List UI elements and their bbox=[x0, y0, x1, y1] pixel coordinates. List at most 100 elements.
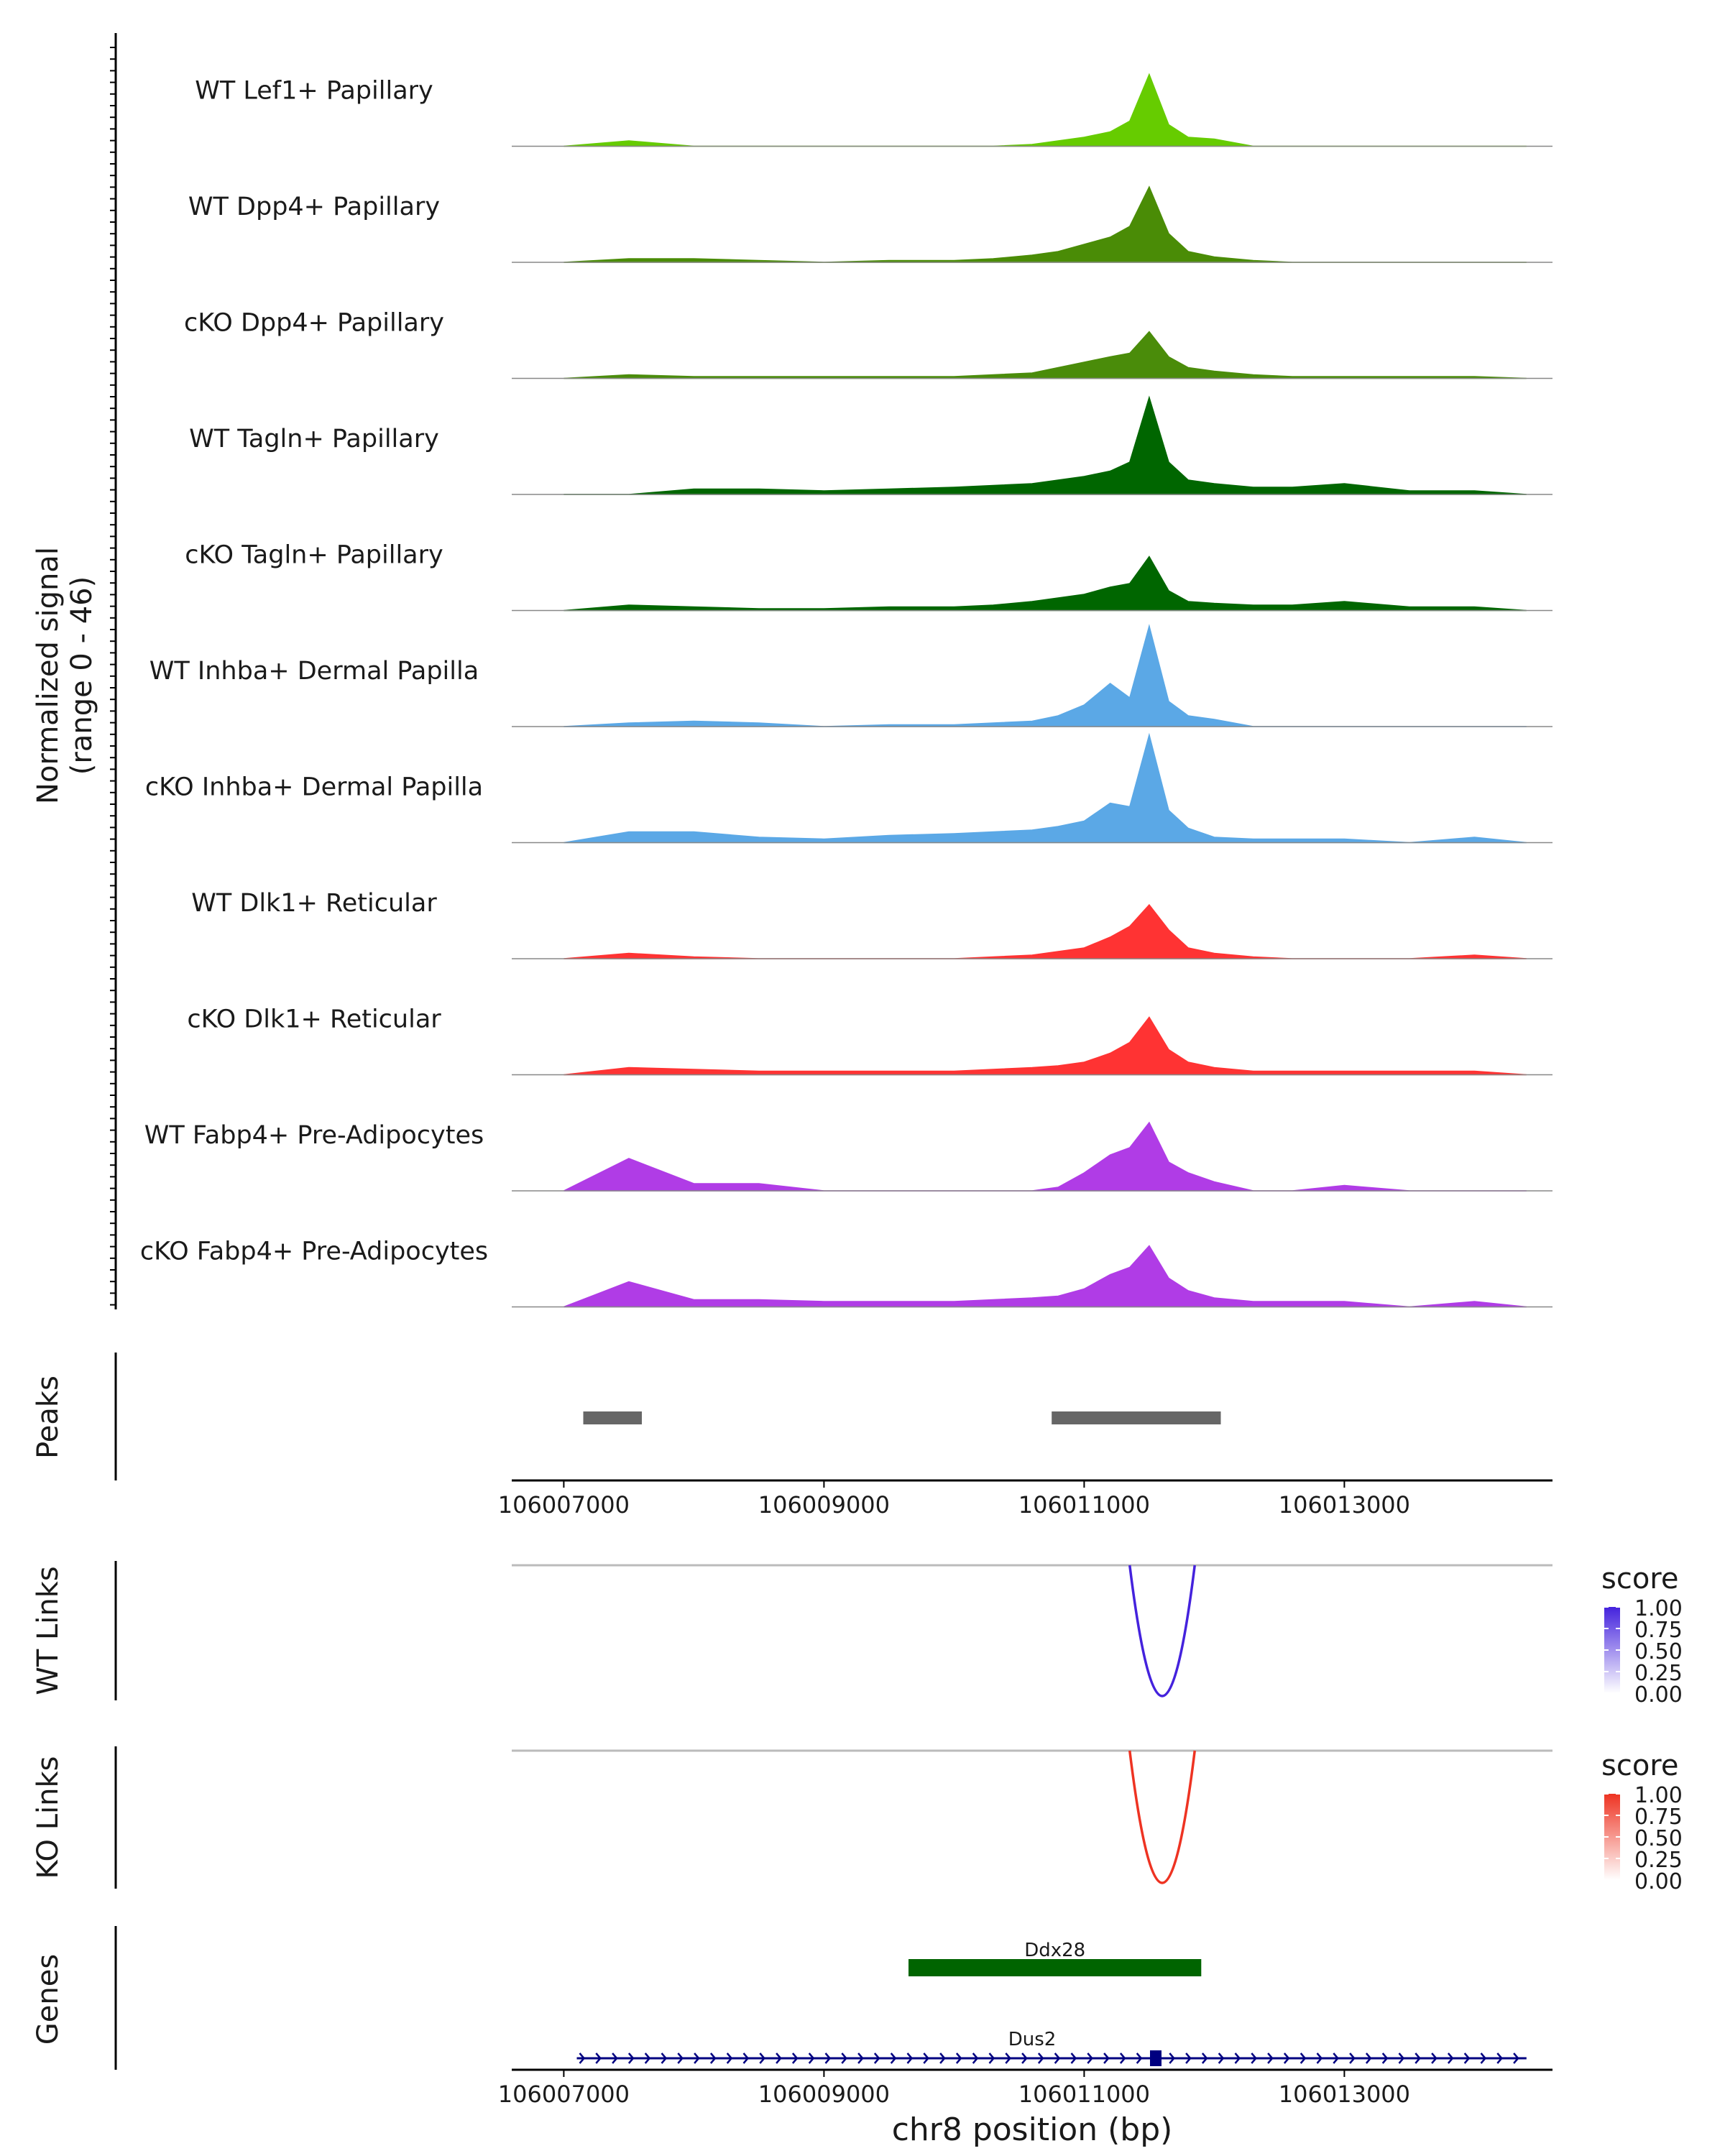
coverage-track: WT Inhba+ Dermal Papilla bbox=[150, 624, 1552, 727]
track-label: WT Fabp4+ Pre-Adipocytes bbox=[144, 1121, 484, 1150]
legend-tick-label: 1.00 bbox=[1634, 1783, 1683, 1808]
coverage-area bbox=[564, 185, 1527, 263]
strand-arrow bbox=[972, 2053, 979, 2064]
strand-arrow bbox=[857, 2053, 864, 2064]
track-label: WT Tagln+ Papillary bbox=[189, 425, 439, 453]
x-tick-label: 106007000 bbox=[498, 1491, 630, 1519]
coverage-y-title-line1: Normalized signal bbox=[32, 547, 65, 804]
strand-arrow bbox=[1037, 2053, 1044, 2064]
strand-arrow bbox=[939, 2053, 946, 2064]
coverage-track: cKO Dpp4+ Papillary bbox=[184, 309, 1552, 379]
coverage-y-title-line2: (range 0 - 46) bbox=[65, 576, 98, 775]
x-tick-label: 106011000 bbox=[1018, 1491, 1150, 1519]
x-tick-label: 106007000 bbox=[498, 2081, 630, 2108]
legend-tick-label: 1.00 bbox=[1634, 1596, 1683, 1621]
peaks-x-ticks: 106007000 106009000 106011000 106013000 bbox=[498, 1480, 1410, 1519]
strand-arrow bbox=[612, 2053, 618, 2064]
x-tick-label: 106009000 bbox=[758, 1491, 890, 1519]
strand-arrow bbox=[1251, 2053, 1257, 2064]
coverage-panel: Normalized signal (range 0 - 46) WT Lef1… bbox=[32, 33, 1552, 1309]
strand-arrow bbox=[579, 2053, 586, 2064]
strand-arrow bbox=[1119, 2053, 1126, 2064]
strand-arrow bbox=[1070, 2053, 1077, 2064]
strand-arrow bbox=[742, 2053, 750, 2064]
strand-arrow bbox=[1300, 2053, 1307, 2064]
link-arc bbox=[1128, 1750, 1196, 1884]
coverage-track: cKO Inhba+ Dermal Papilla bbox=[145, 732, 1552, 844]
coverage-area bbox=[564, 556, 1527, 612]
x-tick-label: 106009000 bbox=[758, 2081, 890, 2108]
x-axis-title: chr8 position (bp) bbox=[892, 2111, 1173, 2148]
strand-arrow bbox=[1349, 2053, 1356, 2064]
coverage-track: cKO Dlk1+ Reticular bbox=[187, 1005, 1552, 1076]
strand-arrow bbox=[1398, 2053, 1405, 2064]
strand-arrow bbox=[841, 2053, 847, 2064]
legend-tick-label: 0.00 bbox=[1634, 1682, 1683, 1708]
strand-arrow bbox=[906, 2053, 914, 2064]
coverage-track: WT Fabp4+ Pre-Adipocytes bbox=[144, 1121, 1552, 1192]
strand-arrow bbox=[759, 2053, 765, 2064]
track-label: WT Inhba+ Dermal Papilla bbox=[150, 657, 479, 686]
coverage-track: cKO Tagln+ Papillary bbox=[185, 541, 1552, 612]
legend-tick-label: 0.75 bbox=[1634, 1805, 1683, 1830]
legend-tick-label: 0.50 bbox=[1634, 1639, 1683, 1664]
strand-arrow bbox=[1431, 2053, 1438, 2064]
track-label: cKO Fabp4+ Pre-Adipocytes bbox=[140, 1238, 488, 1266]
track-label: cKO Inhba+ Dermal Papilla bbox=[145, 773, 483, 802]
strand-arrow bbox=[1381, 2053, 1389, 2064]
coverage-track: WT Lef1+ Papillary bbox=[195, 73, 1552, 147]
coverage-area bbox=[564, 624, 1527, 727]
gene-label-ddx28: Ddx28 bbox=[1024, 1940, 1085, 1961]
strand-arrow bbox=[988, 2053, 995, 2064]
coverage-track: WT Dpp4+ Papillary bbox=[188, 185, 1552, 263]
strand-arrow bbox=[1005, 2053, 1011, 2064]
legend-tick-label: 0.00 bbox=[1634, 1869, 1683, 1894]
strand-arrow bbox=[677, 2053, 684, 2064]
links-panel-label: WT Links bbox=[32, 1566, 65, 1695]
strand-arrow bbox=[726, 2053, 733, 2064]
coverage-area bbox=[564, 1016, 1527, 1076]
track-label: cKO Tagln+ Papillary bbox=[185, 541, 443, 570]
strand-arrow bbox=[1463, 2053, 1471, 2064]
strand-arrow bbox=[1087, 2053, 1093, 2064]
x-tick-label: 106013000 bbox=[1279, 2081, 1410, 2108]
peak-bar bbox=[583, 1411, 642, 1424]
track-label: WT Dpp4+ Papillary bbox=[188, 193, 440, 221]
strand-arrow bbox=[1316, 2053, 1323, 2064]
track-label: cKO Dlk1+ Reticular bbox=[187, 1005, 441, 1034]
strand-arrow bbox=[1103, 2053, 1110, 2064]
coverage-track: WT Dlk1+ Reticular bbox=[191, 889, 1552, 959]
strand-arrow bbox=[1021, 2053, 1028, 2064]
strand-arrow bbox=[1496, 2053, 1503, 2064]
genes-x-ticks: 106007000 106009000 106011000 106013000 bbox=[498, 2070, 1410, 2108]
strand-arrow bbox=[791, 2053, 799, 2064]
legend-tick-label: 0.25 bbox=[1634, 1848, 1683, 1873]
coverage-area bbox=[564, 395, 1527, 495]
strand-arrow bbox=[1283, 2053, 1290, 2064]
strand-arrow bbox=[1218, 2053, 1225, 2064]
coverage-track: WT Tagln+ Papillary bbox=[189, 395, 1552, 495]
strand-arrow bbox=[627, 2053, 635, 2064]
coverage-tracks: WT Lef1+ Papillary WT Dpp4+ Papillary cKO … bbox=[140, 73, 1552, 1308]
coverage-area bbox=[564, 1121, 1527, 1192]
strand-arrow bbox=[923, 2053, 929, 2064]
strand-arrow bbox=[890, 2053, 897, 2064]
strand-arrow bbox=[776, 2053, 782, 2064]
strand-arrow bbox=[661, 2053, 668, 2064]
strand-arrow bbox=[808, 2053, 815, 2064]
legend-title: score bbox=[1601, 1562, 1678, 1595]
strand-arrow bbox=[709, 2053, 717, 2064]
track-label: WT Dlk1+ Reticular bbox=[191, 889, 437, 918]
strand-arrow bbox=[644, 2053, 651, 2064]
strand-arrow bbox=[1185, 2053, 1192, 2064]
strand-arrow bbox=[595, 2053, 602, 2064]
coverage-y-ticks bbox=[110, 47, 116, 1306]
coverage-area bbox=[564, 331, 1527, 379]
strand-arrow bbox=[873, 2053, 880, 2064]
peak-bars bbox=[583, 1411, 1221, 1424]
strand-arrow bbox=[1513, 2053, 1519, 2064]
